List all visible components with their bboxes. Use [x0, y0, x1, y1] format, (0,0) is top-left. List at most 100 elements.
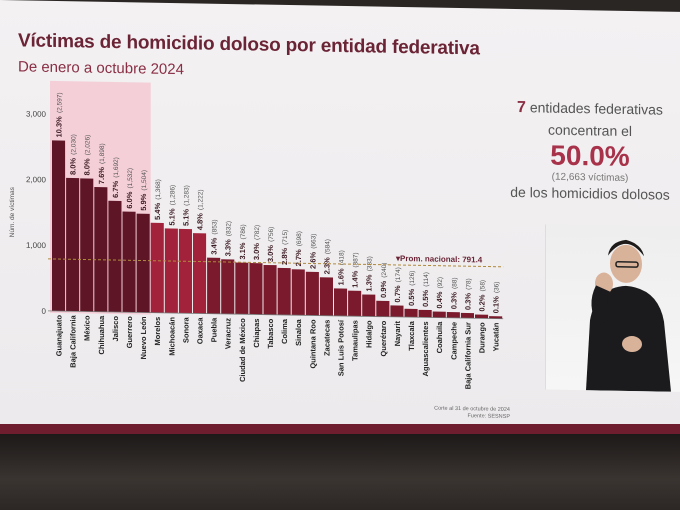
category-label: Colima: [280, 318, 289, 344]
value-label: (756): [268, 227, 275, 242]
category-label: Hidalgo: [365, 320, 374, 348]
bar: [136, 213, 150, 313]
sign-language-interpreter-video: [545, 224, 680, 392]
x-axis-baseline: [48, 310, 504, 320]
percent-label: 1.6%: [337, 268, 346, 286]
bar-chart: 0 1,000 2,000 3,000 Núm. de víctimas 10.3% (2,…: [9, 80, 504, 389]
value-label: (1,532): [127, 168, 134, 189]
value-label: (663): [310, 233, 317, 248]
category-label: Querétaro: [379, 320, 388, 356]
percent-label: 5.1%: [181, 208, 190, 226]
percent-label: 2.6%: [308, 251, 317, 269]
value-label: (92): [437, 277, 444, 289]
bar: [432, 311, 446, 318]
bar: [446, 312, 460, 319]
value-label: (387): [353, 252, 360, 267]
bar: [80, 178, 94, 312]
percent-label: 4.8%: [196, 213, 205, 231]
percent-label: 3.1%: [238, 242, 247, 260]
value-label: (1,898): [99, 143, 106, 164]
percent-label: 5.4%: [153, 202, 162, 220]
value-label: (240): [381, 263, 388, 278]
bar: [376, 300, 390, 317]
source-footnote: Corte al 31 de octubre de 2024 Fuente: S…: [410, 405, 510, 421]
percent-label: 5.1%: [167, 208, 176, 226]
value-label: (333): [367, 256, 374, 271]
summary-line-3: de los homicidios dolosos: [510, 183, 670, 203]
category-label: Durango: [478, 322, 487, 353]
bar: [249, 263, 263, 315]
percent-label: 0.1%: [492, 296, 501, 314]
bar: [475, 314, 489, 319]
value-label: (1,283): [183, 185, 190, 206]
category-label: Veracruz: [224, 318, 233, 350]
bar: [263, 264, 277, 315]
category-label: Guerrero: [125, 316, 134, 349]
category-label: Chiapas: [252, 318, 261, 347]
percent-label: 3.0%: [252, 243, 261, 261]
category-label: Coahuila: [435, 321, 444, 354]
bar: [150, 222, 164, 313]
percent-label: 6.7%: [111, 180, 120, 198]
summary-states-text: entidades federativas: [529, 99, 663, 118]
y-tick-label: 2,000: [26, 175, 47, 184]
screen-bezel: [0, 434, 680, 510]
category-label: Jalisco: [111, 316, 120, 342]
category-label: Baja California Sur: [463, 322, 472, 389]
summary-victims: (12,663 víctimas): [551, 171, 629, 184]
bar: [193, 233, 207, 314]
percent-label: 5.9%: [139, 193, 148, 211]
bar: [319, 277, 333, 316]
bar: [207, 257, 221, 314]
value-label: (36): [494, 281, 501, 293]
category-label: Campeche: [449, 322, 458, 360]
bar: [66, 177, 80, 312]
category-label: Quintana Roo: [308, 319, 317, 369]
percent-label: 8.0%: [69, 157, 78, 175]
bar: [164, 228, 178, 314]
value-label: (698): [296, 231, 303, 246]
bar: [348, 290, 362, 317]
category-label: Michoacán: [167, 317, 176, 356]
bar: [404, 308, 418, 318]
bar: [291, 269, 305, 316]
value-label: (782): [254, 225, 261, 240]
category-label: Morelos: [153, 317, 162, 346]
category-label: Sinaloa: [294, 318, 303, 346]
percent-label: 2.7%: [294, 249, 303, 267]
value-label: (78): [465, 278, 472, 290]
value-label: (832): [226, 221, 233, 236]
summary-percent: 50.0%: [550, 139, 630, 172]
y-tick-label: 0: [42, 307, 47, 316]
value-label: (2,026): [85, 135, 92, 156]
percent-label: 0.7%: [393, 285, 402, 303]
value-label: (2,597): [57, 92, 64, 113]
summary-panel: 7 entidades federativas concentran el 50…: [500, 99, 680, 203]
category-label: Nuevo León: [139, 316, 148, 359]
percent-label: 3.0%: [266, 245, 275, 263]
value-label: (174): [395, 267, 402, 282]
category-label: Tabasco: [266, 318, 275, 348]
average-reference-label: ▾Prom. nacional: 791.4: [395, 254, 483, 265]
percent-label: 2.8%: [280, 248, 289, 266]
bar: [305, 271, 319, 316]
percent-label: 0.9%: [379, 280, 388, 298]
percent-label: 0.5%: [407, 288, 416, 306]
value-label: (786): [240, 224, 247, 239]
category-label: Baja California: [69, 314, 78, 367]
bar: [108, 200, 122, 313]
percent-label: 6.0%: [125, 191, 134, 209]
bar: [94, 187, 108, 312]
category-label: Oaxaca: [196, 317, 205, 345]
bar: [362, 294, 376, 317]
bar: [460, 312, 474, 319]
percent-label: 1.3%: [365, 274, 374, 292]
value-label: (1,504): [141, 170, 148, 191]
value-label: (584): [324, 239, 331, 254]
percent-label: 3.3%: [224, 239, 233, 257]
bar: [52, 140, 66, 312]
bar: [489, 316, 503, 319]
percent-label: 1.4%: [351, 270, 360, 288]
value-label: (1,222): [198, 189, 205, 210]
category-label: San Luis Potosí: [337, 319, 346, 376]
